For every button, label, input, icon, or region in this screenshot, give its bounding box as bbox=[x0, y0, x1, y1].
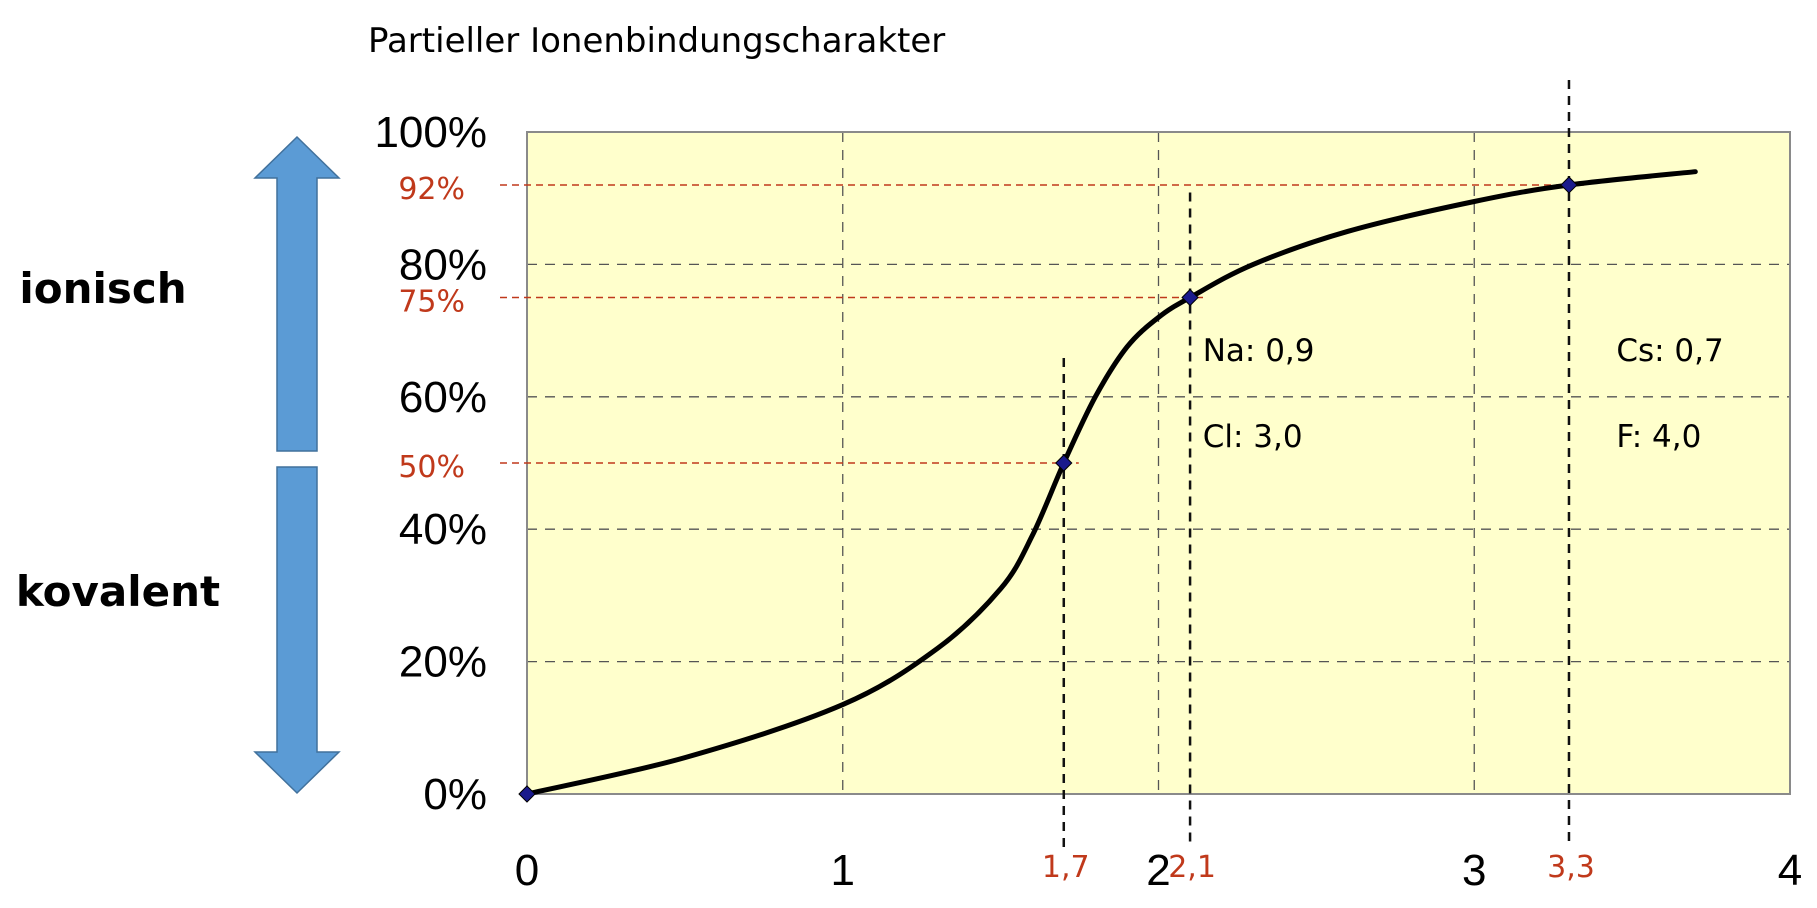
electronegativity-annotation: Na: 0,9 bbox=[1203, 333, 1315, 369]
electronegativity-annotation: Cl: 3,0 bbox=[1203, 419, 1303, 455]
up-arrow-icon bbox=[253, 135, 341, 452]
y-tick-label: 100% bbox=[374, 108, 487, 157]
x-tick-label: 0 bbox=[515, 846, 539, 895]
highlight-y-label: 50% bbox=[398, 450, 465, 485]
electronegativity-annotation: Cs: 0,7 bbox=[1616, 333, 1723, 369]
y-tick-label: 0% bbox=[423, 770, 487, 819]
y-tick-label: 20% bbox=[399, 638, 487, 687]
data-point-marker bbox=[518, 785, 536, 803]
plot-area: 0% 20% 40% 60% 80% 100% 0 1 2 3 4 50% 1,7 75% 2,1 92% 3,… bbox=[374, 79, 1802, 895]
data-point-marker bbox=[1560, 176, 1578, 194]
y-tick-label: 80% bbox=[399, 240, 487, 289]
data-point-marker bbox=[1181, 288, 1199, 307]
curve-line bbox=[524, 169, 1698, 797]
x-tick-label: 1 bbox=[831, 846, 855, 895]
x-tick-label: 2 bbox=[1146, 846, 1170, 895]
down-arrow-icon bbox=[253, 466, 341, 795]
ionic-label: ionisch bbox=[19, 264, 186, 313]
x-tick-label: 4 bbox=[1778, 846, 1802, 895]
chart-title: Partieller Ionenbindungscharakter bbox=[368, 21, 945, 61]
x-tick-label: 3 bbox=[1462, 846, 1486, 895]
covalent-label: kovalent bbox=[16, 567, 220, 616]
highlight-y-label: 75% bbox=[398, 285, 465, 320]
y-tick-label: 60% bbox=[399, 373, 487, 422]
side-arrows: ionisch kovalent bbox=[16, 135, 341, 795]
data-point-marker bbox=[1055, 454, 1073, 472]
highlight-x-label: 2,1 bbox=[1168, 850, 1216, 885]
highlight-y-label: 92% bbox=[398, 172, 465, 207]
electronegativity-annotation: F: 4,0 bbox=[1616, 419, 1701, 455]
highlight-x-label: 3,3 bbox=[1547, 850, 1595, 885]
highlight-x-label: 1,7 bbox=[1042, 850, 1090, 885]
y-tick-label: 40% bbox=[399, 505, 487, 554]
